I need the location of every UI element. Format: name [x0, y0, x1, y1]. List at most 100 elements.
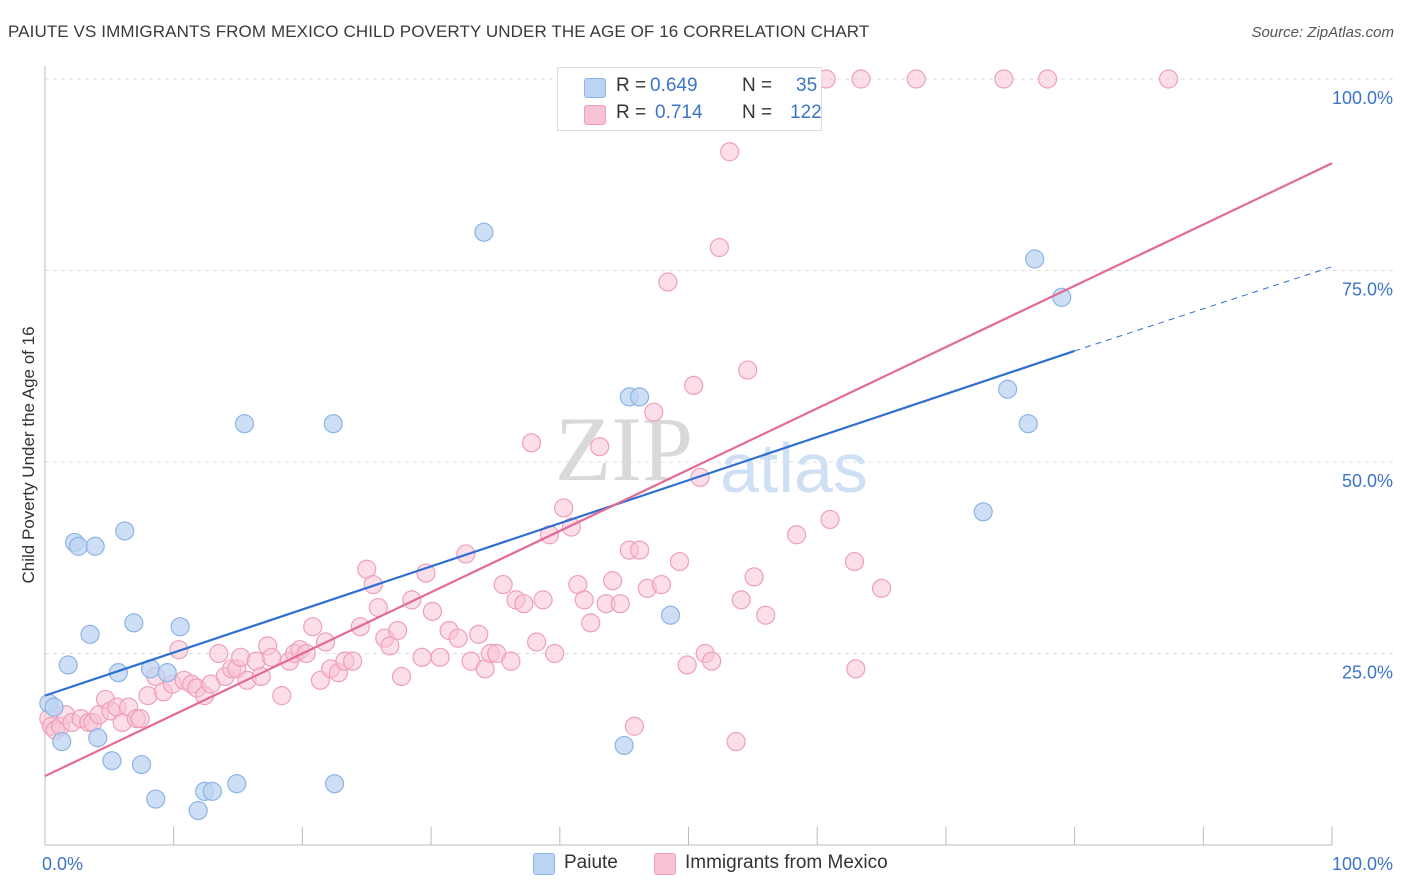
mexico-point: [545, 643, 565, 664]
mexico-point: [851, 69, 871, 89]
legend-n-value: 35: [796, 75, 818, 96]
paiute-point: [44, 697, 64, 717]
mexico-point: [720, 142, 740, 162]
grid-layer: [45, 78, 1395, 654]
paiute-point: [614, 735, 634, 756]
paiute-point: [58, 655, 78, 675]
paiute-point: [170, 617, 190, 637]
mexico-point: [590, 437, 610, 457]
paiute-point: [131, 754, 152, 775]
mexico-point: [651, 574, 672, 595]
mexico-point: [624, 716, 645, 736]
mexico-point: [430, 647, 450, 667]
legend-n-value: 122: [790, 102, 822, 123]
legend-r-label: R =: [616, 102, 647, 123]
paiute-point: [973, 502, 993, 522]
mexico-point: [684, 375, 704, 395]
mexico-point: [1158, 69, 1179, 89]
paiute-point: [998, 379, 1018, 399]
paiute-point: [157, 663, 177, 683]
legend-r-value: 0.649: [650, 75, 698, 96]
mexico-point: [644, 402, 664, 422]
points-layer: [39, 69, 1179, 821]
paiute-point: [146, 789, 166, 809]
paiute-point: [188, 800, 208, 821]
x-tick-label: 0.0%: [42, 854, 83, 874]
watermark-zip: ZIP: [555, 398, 693, 500]
paiute-point: [202, 781, 222, 801]
mexico-point: [1037, 69, 1058, 89]
mexico-point: [380, 636, 400, 656]
paiute-point: [52, 731, 72, 752]
x-tick-label: 100.0%: [1332, 854, 1393, 874]
paiute-point: [227, 774, 247, 794]
paiute-point: [234, 414, 255, 434]
mexico-point: [677, 655, 697, 675]
mexico-point: [610, 594, 630, 614]
mexico-point: [702, 651, 722, 671]
paiute-trend-extension: [1074, 266, 1333, 352]
legend-n-label: N =: [742, 75, 773, 96]
mexico-point: [469, 624, 489, 644]
paiute-point: [1025, 249, 1045, 269]
mexico-point: [709, 237, 729, 258]
y-tick-label: 25.0%: [1342, 663, 1393, 683]
labels-layer: 25.0% 50.0% 75.0% 100.0% 0.0% 100.0%: [42, 88, 1393, 874]
paiute-point: [324, 774, 345, 794]
paiute-point: [1018, 414, 1038, 434]
mexico-point: [391, 666, 412, 687]
mexico-point: [303, 617, 323, 637]
mexico-point: [787, 525, 807, 545]
paiute-swatch: [584, 78, 606, 98]
legend-n-label: N =: [742, 102, 773, 123]
mexico-point: [527, 632, 547, 652]
mexico-trend-line: [44, 162, 1333, 778]
stats-legend: R = 0.649 N = 35 R = 0.714 N = 122: [557, 67, 822, 131]
mexico-point: [581, 613, 601, 633]
mexico-point: [756, 605, 776, 625]
paiute-point: [660, 605, 681, 625]
paiute-point: [474, 222, 494, 242]
mexico-point: [906, 69, 926, 89]
paiute-point: [85, 536, 105, 556]
legend-label-mexico: Immigrants from Mexico: [685, 852, 888, 873]
mexico-swatch: [654, 853, 676, 875]
mexico-point: [342, 651, 363, 671]
mexico-point: [731, 590, 751, 610]
mexico-point: [738, 360, 758, 380]
mexico-point: [846, 659, 866, 679]
paiute-trend-line: [44, 349, 1075, 697]
mexico-point: [744, 567, 764, 587]
legend-r-value: 0.714: [655, 102, 703, 123]
paiute-swatch: [533, 853, 555, 875]
paiute-point: [108, 663, 128, 683]
y-tick-label: 50.0%: [1342, 471, 1393, 491]
mexico-point: [422, 601, 442, 621]
chart-title: PAIUTE VS IMMIGRANTS FROM MEXICO CHILD P…: [8, 22, 870, 41]
mexico-point: [514, 594, 534, 614]
paiute-point: [68, 536, 89, 556]
watermark-atlas: atlas: [720, 429, 868, 507]
mexico-point: [574, 590, 594, 610]
mexico-point: [402, 590, 422, 610]
legend-label-paiute: Paiute: [564, 852, 618, 873]
mexico-point: [820, 509, 840, 530]
paiute-point: [102, 751, 122, 771]
mexico-swatch: [584, 105, 606, 125]
mexico-point: [272, 686, 292, 706]
paiute-point: [124, 613, 144, 633]
paiute-point: [115, 521, 135, 541]
mexico-point: [994, 69, 1014, 89]
mexico-point: [629, 540, 650, 560]
mexico-point: [726, 731, 746, 752]
source-credit: Source: ZipAtlas.com: [1251, 24, 1394, 41]
paiute-point: [80, 624, 100, 644]
mexico-point: [658, 272, 678, 292]
mexico-point: [130, 709, 150, 729]
y-tick-label: 75.0%: [1342, 280, 1393, 300]
mexico-point: [261, 647, 282, 667]
legend-r-label: R =: [616, 75, 647, 96]
y-tick-label: 100.0%: [1332, 88, 1393, 108]
mexico-point: [871, 578, 892, 598]
